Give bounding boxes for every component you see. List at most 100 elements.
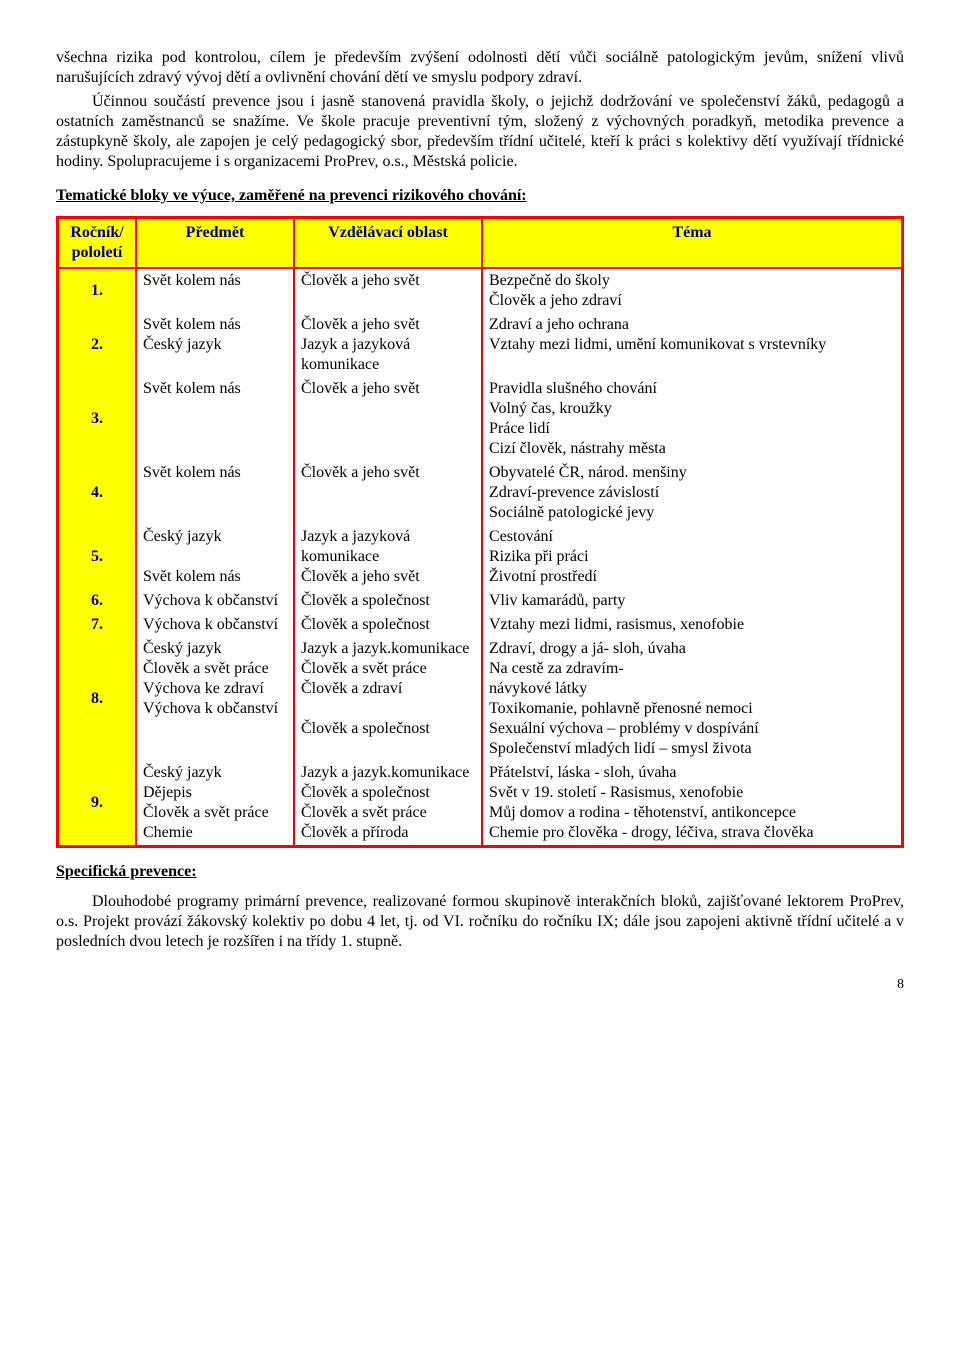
topic-cell-line: Sexuální výchova – problémy v dospívání [489,719,895,739]
subject-cell-line: Výchova k občanství [143,699,287,719]
paragraph-2: Účinnou součástí prevence jsou i jasně s… [56,92,904,172]
topic-cell-line: Svět v 19. století - Rasismus, xenofobie [489,783,895,803]
topic-cell-line: Můj domov a rodina - těhotenství, antiko… [489,803,895,823]
subject-cell-line: Výchova k občanství [143,615,287,635]
topic-cell-line: Sociálně patologické jevy [489,503,895,523]
table-row: 9.Český jazykDějepisČlověk a svět práceC… [58,761,903,847]
subject-cell-line: Český jazyk [143,639,287,659]
subject-cell-line: Svět kolem nás [143,463,287,483]
topic-cell-line: Cestování [489,527,895,547]
subject-cell: Výchova k občanství [136,613,294,637]
row-number: 7. [58,613,137,637]
topic-cell-line: Pravidla slušného chování [489,379,895,399]
area-cell-line: Jazyk a jazyk.komunikace [301,639,475,659]
area-cell-line: Člověk a jeho svět [301,379,475,399]
row-number: 2. [58,313,137,377]
topic-cell-line: Rizika při práci [489,547,895,567]
header-subject: Předmět [136,218,294,269]
subject-cell-line: Svět kolem nás [143,567,287,587]
topic-cell-line: Člověk a jeho zdraví [489,291,895,311]
topic-cell-line: Chemie pro člověka - drogy, léčiva, stra… [489,823,895,843]
area-cell-line: Člověk a společnost [301,719,475,739]
row-number: 1. [58,268,137,313]
subject-cell-line: Člověk a svět práce [143,803,287,823]
table-row: 5.Český jazyk Svět kolem násJazyk a jazy… [58,525,903,589]
header-area: Vzdělávací oblast [294,218,482,269]
topic-cell-line: Zdraví a jeho ochrana [489,315,895,335]
row-number: 5. [58,525,137,589]
topic-cell: Obyvatelé ČR, národ. menšinyZdraví-preve… [482,461,903,525]
subject-cell-line: Český jazyk [143,763,287,783]
row-number: 9. [58,761,137,847]
subject-cell-line: Svět kolem nás [143,315,287,335]
subject-cell: Svět kolem nás [136,268,294,313]
topic-cell-line: Společenství mladých lidí – smysl života [489,739,895,759]
topic-cell: Bezpečně do školyČlověk a jeho zdraví [482,268,903,313]
area-cell: Člověk a jeho svět [294,377,482,461]
row-number: 4. [58,461,137,525]
topic-cell: Zdraví, drogy a já- sloh, úvahaNa cestě … [482,637,903,761]
topic-cell: Pravidla slušného chováníVolný čas, krou… [482,377,903,461]
topic-cell-line: Zdraví, drogy a já- sloh, úvaha [489,639,895,659]
subject-cell: Český jazyk Svět kolem nás [136,525,294,589]
subject-cell-line: Výchova k občanství [143,591,287,611]
area-cell-line: Člověk a svět práce [301,803,475,823]
topic-cell-line: Toxikomanie, pohlavně přenosné nemoci [489,699,895,719]
area-cell: Člověk a jeho svět [294,461,482,525]
topic-cell-line: Obyvatelé ČR, národ. menšiny [489,463,895,483]
topic-cell: Přátelství, láska - sloh, úvahaSvět v 19… [482,761,903,847]
area-cell: Člověk a společnost [294,613,482,637]
subject-cell-line: Dějepis [143,783,287,803]
area-cell-line: Člověk a zdraví [301,679,475,699]
paragraph-1: všechna rizika pod kontrolou, cílem je p… [56,48,904,88]
header-grade: Ročník/ pololetí [58,218,137,269]
table-row: 4. Svět kolem nás Člověk a jeho svět Obyvat… [58,461,903,525]
curriculum-table: Ročník/ pololetí Předmět Vzdělávací obla… [56,216,904,848]
table-row: 7. Výchova k občanství Člověk a společnost… [58,613,903,637]
page-number: 8 [56,976,904,994]
area-cell: Člověk a jeho svět [294,268,482,313]
topic-cell-line: Práce lidí [489,419,895,439]
row-number: 6. [58,589,137,613]
subject-cell-line: Český jazyk [143,527,287,547]
table-row: 8.Český jazykČlověk a svět práceVýchova … [58,637,903,761]
topic-cell-line: Zdraví-prevence závislostí [489,483,895,503]
area-cell-line: Člověk a svět práce [301,659,475,679]
area-cell-line: Člověk a společnost [301,591,475,611]
subject-cell: Svět kolem nás [136,377,294,461]
area-cell: Člověk a jeho světJazyk a jazyková komun… [294,313,482,377]
topic-cell-line: Bezpečně do školy [489,271,895,291]
topic-cell-line: Vztahy mezi lidmi, rasismus, xenofobie [489,615,895,635]
topic-cell-line: Cizí člověk, nástrahy města [489,439,895,459]
subject-cell: Český jazykDějepisČlověk a svět práceChe… [136,761,294,847]
table-row: 1.Svět kolem násČlověk a jeho světBezpeč… [58,268,903,313]
subject-cell: Svět kolem nás [136,461,294,525]
area-cell-line: Člověk a jeho svět [301,567,475,587]
subject-cell-line: Výchova ke zdraví [143,679,287,699]
area-cell-line: Člověk a jeho svět [301,463,475,483]
area-cell-line: Člověk a jeho svět [301,315,475,335]
topic-cell: CestováníRizika při práciŽivotní prostře… [482,525,903,589]
area-cell-line: Člověk a příroda [301,823,475,843]
area-cell: Jazyk a jazyk.komunikaceČlověk a společn… [294,761,482,847]
area-cell-line: Jazyk a jazyk.komunikace [301,763,475,783]
topic-cell-line: Přátelství, láska - sloh, úvaha [489,763,895,783]
topic-cell-line: Životní prostředí [489,567,895,587]
subject-cell-line: Svět kolem nás [143,379,287,399]
area-cell: Jazyk a jazyková komunikaceČlověk a jeho… [294,525,482,589]
header-topic: Téma [482,218,903,269]
subject-cell: Český jazykČlověk a svět práceVýchova ke… [136,637,294,761]
specific-prevention-text: Dlouhodobé programy primární prevence, r… [56,892,904,952]
subject-cell-line: Český jazyk [143,335,287,355]
subject-cell-line: Člověk a svět práce [143,659,287,679]
subject-cell-line: Chemie [143,823,287,843]
table-header-row: Ročník/ pololetí Předmět Vzdělávací obla… [58,218,903,269]
subject-cell-line [143,547,287,567]
specific-prevention-heading: Specifická prevence: [56,862,904,882]
subject-cell: Výchova k občanství [136,589,294,613]
topic-cell-line: Vliv kamarádů, party [489,591,895,611]
table-row: 2. Svět kolem násČeský jazyk Člověk a jeho… [58,313,903,377]
topic-cell: Zdraví a jeho ochranaVztahy mezi lidmi, … [482,313,903,377]
area-cell-line [301,699,475,719]
table-row: 3.Svět kolem násČlověk a jeho světPravid… [58,377,903,461]
